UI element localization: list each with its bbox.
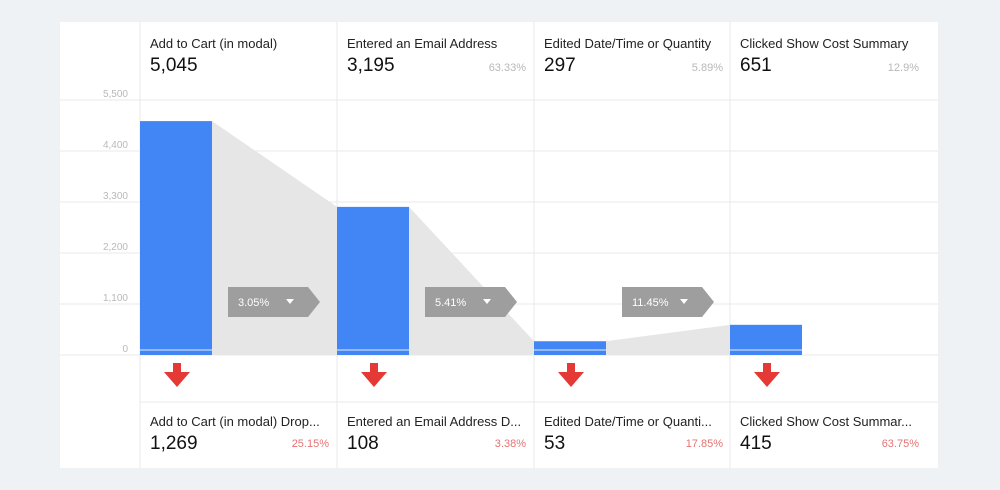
- y-tick-label: 2,200: [103, 242, 128, 253]
- conversion-badge-label: 3.05%: [238, 297, 269, 309]
- dropdown-caret-icon: [483, 299, 491, 304]
- y-tick-label: 3,300: [103, 191, 128, 202]
- stage-label: Edited Date/Time or Quantity: [544, 36, 712, 51]
- conversion-badge-label: 5.41%: [435, 297, 466, 309]
- funnel-shade: [212, 121, 337, 355]
- dropoff-value: 415: [740, 433, 772, 454]
- stage-label: Add to Cart (in modal): [150, 36, 277, 51]
- dropoff-value: 108: [347, 433, 379, 454]
- dropoff-label: Edited Date/Time or Quanti...: [544, 414, 712, 429]
- stage-label: Clicked Show Cost Summary: [740, 36, 909, 51]
- funnel-shade: [606, 324, 730, 355]
- dropoff-label: Add to Cart (in modal) Drop...: [150, 414, 320, 429]
- dropoff-arrow-icon[interactable]: [558, 363, 584, 387]
- y-tick-label: 0: [122, 344, 128, 355]
- dropoff-label: Clicked Show Cost Summar...: [740, 414, 912, 429]
- dropoff-pct: 3.38%: [495, 438, 526, 450]
- funnel-bar[interactable]: [140, 121, 212, 355]
- dropdown-caret-icon: [680, 299, 688, 304]
- funnel-chart-card: 5,500 4,400 3,300 2,200 1,100 0 3.05% 5.41% 11.4…: [60, 22, 938, 468]
- conversion-badge[interactable]: [622, 287, 714, 317]
- conversion-badge-label: 11.45%: [632, 297, 669, 309]
- stage-value: 651: [740, 55, 772, 76]
- funnel-bar[interactable]: [337, 206, 409, 355]
- y-tick-label: 4,400: [103, 140, 128, 151]
- dropoff-arrow-icon[interactable]: [754, 363, 780, 387]
- dropoff-label: Entered an Email Address D...: [347, 414, 521, 429]
- funnel-shade: [409, 206, 534, 355]
- dropoff-value: 1,269: [150, 433, 198, 454]
- y-tick-label: 5,500: [103, 89, 128, 100]
- stage-conversion-pct: 5.89%: [692, 62, 723, 74]
- stage-value: 3,195: [347, 55, 395, 76]
- dropoff-pct: 17.85%: [686, 438, 724, 450]
- dropoff-value: 53: [544, 433, 565, 454]
- stage-value: 297: [544, 55, 576, 76]
- dropoff-pct: 25.15%: [292, 438, 330, 450]
- stage-label: Entered an Email Address: [347, 36, 498, 51]
- dropoff-pct: 63.75%: [882, 438, 920, 450]
- stage-conversion-pct: 12.9%: [888, 62, 919, 74]
- dropdown-caret-icon: [286, 299, 294, 304]
- dropoff-arrow-icon[interactable]: [361, 363, 387, 387]
- stage-conversion-pct: 63.33%: [489, 62, 527, 74]
- y-tick-label: 1,100: [103, 293, 128, 304]
- stage-value: 5,045: [150, 55, 198, 76]
- conversion-badge[interactable]: [228, 287, 320, 317]
- funnel-chart: 5,500 4,400 3,300 2,200 1,100 0 3.05% 5.41% 11.4…: [60, 22, 938, 468]
- conversion-badge[interactable]: [425, 287, 517, 317]
- funnel-bar[interactable]: [534, 341, 606, 355]
- dropoff-arrow-icon[interactable]: [164, 363, 190, 387]
